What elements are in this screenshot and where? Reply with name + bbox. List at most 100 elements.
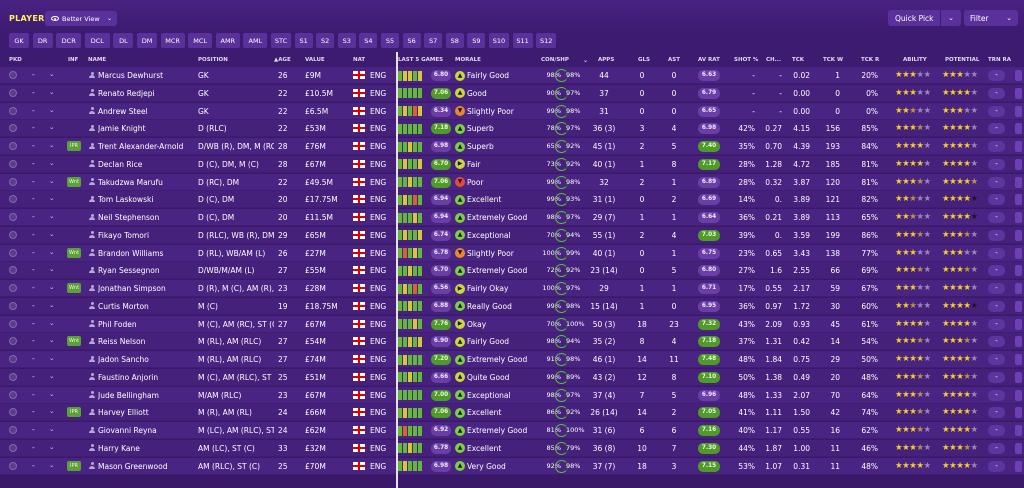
table-row[interactable]: - ⌄ IPR Mason Greenwood AM (RLC), ST (C) 25 £7… (0, 457, 1024, 475)
position-filter-s4[interactable]: S4 (359, 33, 378, 48)
chevron-down-icon[interactable]: ⌄ (49, 442, 55, 451)
pkd-toggle[interactable] (9, 301, 17, 310)
chevron-down-icon[interactable]: ⌄ (49, 70, 55, 78)
col-trn[interactable]: TRN RA (988, 57, 1011, 63)
position-filter-dm[interactable]: DM (137, 33, 157, 48)
position-filter-s7[interactable]: S7 (424, 33, 443, 48)
position-filter-s9[interactable]: S9 (467, 33, 486, 48)
row-scroll-handle[interactable] (1015, 176, 1022, 188)
col-shot[interactable]: SHOT % (734, 57, 759, 63)
chevron-down-icon[interactable]: ⌄ (49, 123, 55, 132)
pick-status[interactable]: - (32, 158, 35, 168)
table-row[interactable]: - ⌄ Tom Laskowski D (C), DM 20 £17.75M ENG 6.94… (0, 191, 1024, 209)
chevron-down-icon[interactable]: ⌄ (49, 283, 55, 291)
pkd-toggle[interactable] (9, 177, 17, 186)
training-rating[interactable]: - (988, 247, 1005, 259)
player-name[interactable]: Giovanni Reyna (98, 426, 157, 435)
player-name[interactable]: Tom Laskowski (98, 195, 154, 205)
pkd-toggle[interactable] (9, 88, 17, 97)
row-scroll-handle[interactable] (1015, 265, 1022, 277)
chevron-down-icon[interactable]: ⌄ (49, 176, 55, 185)
view-dropdown[interactable]: Better View ⌄ (45, 11, 117, 26)
training-rating[interactable]: - (988, 87, 1005, 99)
col-con-shp[interactable]: CON/SHP (541, 57, 569, 63)
table-row[interactable]: - ⌄ Declan Rice D (C), DM, M (C) 28 £67M ENG 6.… (0, 155, 1024, 173)
pick-status[interactable]: - (32, 265, 35, 275)
row-scroll-handle[interactable] (1015, 70, 1022, 81)
chevron-down-icon[interactable]: ⌄ (948, 14, 954, 22)
row-scroll-handle[interactable] (1015, 158, 1022, 170)
quick-pick-button[interactable]: Quick Pick ⌄ (888, 10, 961, 26)
table-row[interactable]: - ⌄ IPR Trent Alexander-Arnold D/WB (R), DM,… (0, 138, 1024, 155)
pkd-toggle[interactable] (9, 106, 17, 115)
row-scroll-handle[interactable] (1015, 229, 1022, 241)
table-row[interactable]: - ⌄ Jamie Knight D (RLC) 22 £53M ENG 7.18 ▲ Super… (0, 120, 1024, 138)
row-scroll-handle[interactable] (1015, 336, 1022, 348)
training-rating[interactable]: - (988, 389, 1005, 401)
row-scroll-handle[interactable] (1015, 354, 1022, 365)
position-filter-s1[interactable]: S1 (294, 33, 313, 48)
training-rating[interactable]: - (988, 70, 1005, 81)
pkd-toggle[interactable] (9, 248, 17, 257)
row-scroll-handle[interactable] (1015, 123, 1022, 135)
row-scroll-handle[interactable] (1015, 141, 1022, 152)
col-pkd[interactable]: PKD (9, 57, 22, 63)
training-rating[interactable]: - (988, 141, 1005, 152)
pkd-toggle[interactable] (9, 213, 17, 221)
position-filter-mcr[interactable]: MCR (160, 33, 185, 48)
position-filter-s3[interactable]: S3 (337, 33, 356, 48)
pick-status[interactable]: - (32, 105, 35, 115)
table-row[interactable]: - ⌄ Faustino Anjorin M (C), AM (RLC), ST (.… (0, 368, 1024, 386)
table-row[interactable]: - ⌄ Curtis Morton M (C) 19 £18.75M ENG 6.88 ▲ Rea… (0, 297, 1024, 315)
position-filter-s6[interactable]: S6 (402, 33, 421, 48)
col-ch[interactable]: CH... (766, 57, 781, 63)
table-row[interactable]: - ⌄ Wnt Reiss Nelson M (RL), AM (RLC) 27 £54M E… (0, 333, 1024, 351)
col-morale[interactable]: MORALE (455, 57, 481, 63)
pkd-toggle[interactable] (9, 372, 17, 381)
chevron-down-icon[interactable]: ⌄ (49, 300, 55, 309)
table-row[interactable]: - ⌄ Neil Stephenson D (C), DM 20 £11.5M ENG 6.9… (0, 209, 1024, 226)
col-ast[interactable]: AST (668, 57, 680, 63)
pick-status[interactable]: - (32, 318, 35, 328)
player-name[interactable]: Jude Bellingham (98, 390, 159, 400)
col-gls[interactable]: GLS (638, 57, 650, 63)
pkd-toggle[interactable] (9, 337, 17, 346)
chevron-down-icon[interactable]: ⌄ (49, 425, 55, 433)
position-filter-s2[interactable]: S2 (316, 33, 335, 48)
col-apps[interactable]: APPS (598, 57, 615, 63)
row-scroll-handle[interactable] (1015, 371, 1022, 383)
pkd-toggle[interactable] (9, 443, 17, 452)
pick-status[interactable]: - (32, 407, 35, 417)
pkd-toggle[interactable] (9, 461, 17, 470)
pkd-toggle[interactable] (9, 71, 17, 79)
pick-status[interactable]: - (32, 247, 35, 257)
pick-status[interactable]: - (32, 460, 35, 470)
chevron-down-icon[interactable]: ⌄ (49, 105, 55, 114)
chevron-down-icon[interactable]: ⌄ (49, 158, 55, 167)
pick-status[interactable]: - (32, 389, 35, 399)
pkd-toggle[interactable] (9, 284, 17, 292)
table-row[interactable]: - ⌄ Phil Foden M (C), AM (RC), ST (C) 27 £67M… (0, 315, 1024, 333)
pick-status[interactable]: - (32, 354, 35, 363)
pkd-toggle[interactable] (9, 408, 17, 417)
col-age[interactable]: ▲AGE (274, 57, 291, 63)
pick-status[interactable]: - (32, 442, 35, 452)
col-name[interactable]: NAME (88, 57, 107, 63)
table-row[interactable]: - ⌄ Fikayo Tomori D (RLC), WB (R), DM 29 £65M… (0, 226, 1024, 244)
pkd-toggle[interactable] (9, 266, 17, 275)
pkd-toggle[interactable] (9, 159, 17, 168)
training-rating[interactable]: - (988, 283, 1005, 294)
pick-status[interactable]: - (32, 87, 35, 97)
chevron-down-icon[interactable]: ⌄ (49, 354, 55, 362)
table-row[interactable]: - ⌄ Ryan Sessegnon D/WB/M/AM (L) 27 £55M ENG 6.… (0, 262, 1024, 280)
pkd-toggle[interactable] (9, 124, 17, 133)
chevron-down-icon[interactable]: ⌄ (49, 229, 55, 238)
player-name[interactable]: Marcus Dewhurst (98, 71, 164, 80)
training-rating[interactable]: - (988, 460, 1005, 472)
player-name[interactable]: Renato Redjepi (98, 88, 155, 98)
player-name[interactable]: Harry Kane (98, 443, 140, 453)
training-rating[interactable]: - (988, 123, 1005, 135)
pick-status[interactable]: - (32, 123, 35, 133)
pkd-toggle[interactable] (9, 355, 17, 363)
player-name[interactable]: Takudzwa Marufu (98, 177, 163, 187)
